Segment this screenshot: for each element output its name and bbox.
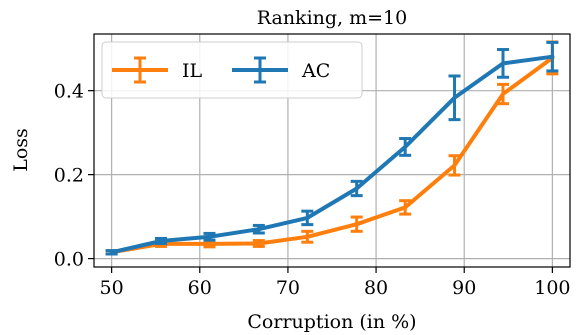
y-tick-label: 0.2 xyxy=(54,165,84,187)
errorbar-il xyxy=(448,154,461,177)
errorbar-ac xyxy=(399,137,412,157)
errorbar-il xyxy=(301,229,314,244)
errorbar-ac xyxy=(301,209,314,227)
series-ac xyxy=(105,40,559,256)
legend-label-ac: AC xyxy=(301,60,330,82)
ticks: 50 60 70 80 90 100 0.0 0.2 0.4 xyxy=(54,81,571,299)
legend-label-il: IL xyxy=(182,60,203,82)
y-axis-label: Loss xyxy=(10,128,32,172)
legend: IL AC xyxy=(101,41,363,99)
errorbar-ac xyxy=(497,48,510,79)
errorbar-ac xyxy=(448,74,461,122)
errorbar-il xyxy=(399,199,412,216)
y-tick-label: 0.4 xyxy=(54,81,84,103)
errorbar-il xyxy=(497,82,510,106)
x-tick-label: 90 xyxy=(452,277,476,299)
x-tick-label: 80 xyxy=(364,277,388,299)
series-line-il xyxy=(109,55,555,255)
legend-entry-ac: AC xyxy=(232,56,330,84)
errorbar-il xyxy=(252,239,265,248)
x-tick-label: 50 xyxy=(100,277,124,299)
errorbar-ac xyxy=(154,236,167,245)
legend-entry-il: IL xyxy=(112,56,203,84)
series-line-ac xyxy=(109,54,555,255)
chart-title: Ranking, m=10 xyxy=(257,7,408,29)
errorbar-il xyxy=(350,215,363,233)
y-tick-label: 0.0 xyxy=(54,249,84,271)
plot-frame xyxy=(93,33,571,268)
errorbar-ac xyxy=(350,179,363,198)
series-layer xyxy=(105,40,559,256)
x-axis-label: Corruption (in %) xyxy=(247,311,416,333)
x-tick-label: 60 xyxy=(188,277,212,299)
errorbar-ac xyxy=(546,40,559,73)
errorbar-ac xyxy=(203,231,216,242)
x-tick-label: 100 xyxy=(534,277,570,299)
x-tick-label: 70 xyxy=(276,277,300,299)
errorbar-ac xyxy=(105,249,118,256)
errorbar-ac xyxy=(252,223,265,235)
